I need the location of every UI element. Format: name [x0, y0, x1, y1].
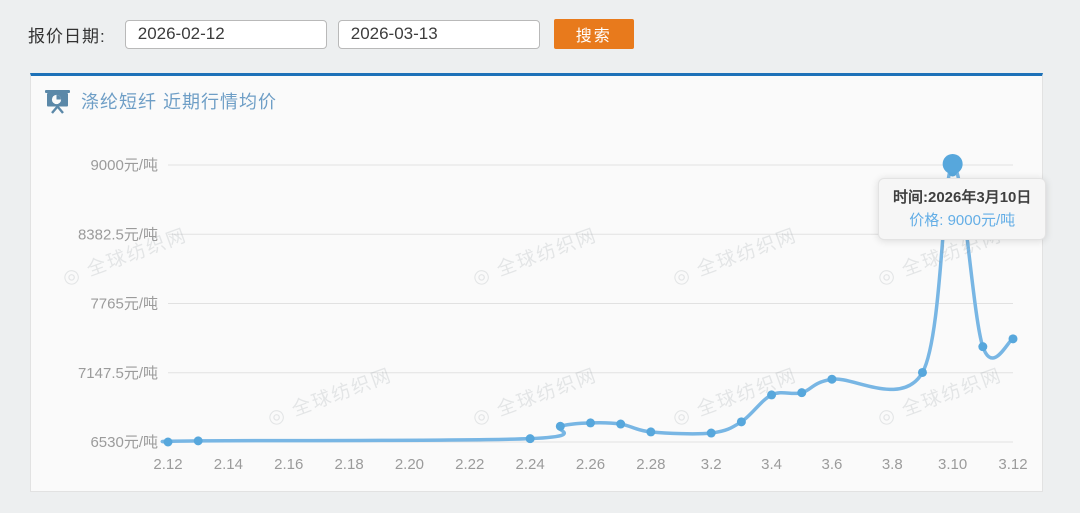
- x-axis-tick-label: 2.24: [516, 456, 545, 473]
- tooltip-price: 价格: 9000元/吨: [893, 211, 1031, 231]
- y-axis-tick-label: 9000元/吨: [90, 157, 158, 174]
- x-axis-tick-label: 3.6: [821, 456, 842, 473]
- quote-date-label: 报价日期:: [28, 26, 106, 46]
- x-axis-tick-label: 3.4: [761, 456, 782, 473]
- x-axis-tick-label: 3.2: [701, 456, 722, 473]
- data-point[interactable]: [586, 418, 595, 428]
- data-point[interactable]: [978, 342, 988, 352]
- chart-area: ◎ 全球纺织网 ◎ 全球纺织网 ◎ 全球纺织网 ◎ 全球纺织网 ◎ 全球纺织网 ◎ 全球纺…: [31, 124, 1042, 484]
- data-point[interactable]: [555, 421, 565, 431]
- y-axis-tick-label: 6530元/吨: [90, 434, 158, 451]
- price-chart-panel: 涤纶短纤 近期行情均价 ◎ 全球纺织网 ◎ 全球纺织网 ◎ 全球纺织网 ◎ 全球纺织网…: [30, 73, 1047, 492]
- data-point[interactable]: [706, 428, 716, 438]
- data-point[interactable]: [525, 434, 535, 444]
- end-date-input[interactable]: [337, 19, 540, 49]
- x-axis-tick-label: 2.26: [576, 456, 605, 473]
- data-point[interactable]: [917, 367, 927, 377]
- tooltip-time: 时间:2026年3月10日: [893, 189, 1032, 206]
- x-axis-tick-label: 3.10: [938, 456, 967, 473]
- y-axis-tick-label: 8382.5元/吨: [78, 226, 158, 243]
- chart-board-icon: [45, 89, 70, 114]
- y-axis-tick-label: 7147.5元/吨: [78, 365, 158, 382]
- x-axis-tick-label: 2.16: [274, 456, 303, 473]
- data-point[interactable]: [163, 437, 173, 447]
- data-point[interactable]: [797, 388, 807, 398]
- y-axis-tick-label: 7765元/吨: [90, 296, 158, 313]
- chart-tooltip: 时间:2026年3月10日 价格: 9000元/吨: [878, 178, 1047, 240]
- data-point[interactable]: [736, 417, 746, 427]
- price-line-chart[interactable]: 9000元/吨 8382.5元/吨 7765元/吨 7147.5元/吨 6530元/吨 2…: [31, 124, 1042, 484]
- data-point[interactable]: [827, 374, 837, 384]
- data-point[interactable]: [1008, 334, 1018, 344]
- x-axis-tick-label: 2.20: [395, 456, 424, 473]
- highlighted-data-point[interactable]: [942, 154, 963, 174]
- search-button[interactable]: 搜索: [553, 19, 634, 49]
- tooltip-price-value: 9000元/吨: [947, 212, 1016, 229]
- x-axis-tick-label: 3.8: [882, 456, 903, 473]
- tooltip-price-label: 价格:: [909, 212, 944, 229]
- quote-date-filter-bar: 报价日期: 搜索: [28, 19, 634, 49]
- x-axis-tick-label: 2.14: [214, 456, 243, 473]
- data-point[interactable]: [193, 436, 203, 446]
- x-axis-tick-label: 2.22: [455, 456, 484, 473]
- data-point[interactable]: [646, 427, 656, 437]
- x-axis-tick-label: 2.18: [334, 456, 363, 473]
- panel-header: 涤纶短纤 近期行情均价: [44, 87, 277, 115]
- x-axis-tick-label: 2.28: [636, 456, 665, 473]
- data-point[interactable]: [616, 419, 626, 429]
- start-date-input[interactable]: [124, 19, 327, 49]
- data-point[interactable]: [767, 390, 777, 400]
- chart-title: 涤纶短纤 近期行情均价: [81, 92, 277, 112]
- x-axis-tick-label: 3.12: [998, 456, 1027, 473]
- x-axis-tick-label: 2.12: [153, 456, 182, 473]
